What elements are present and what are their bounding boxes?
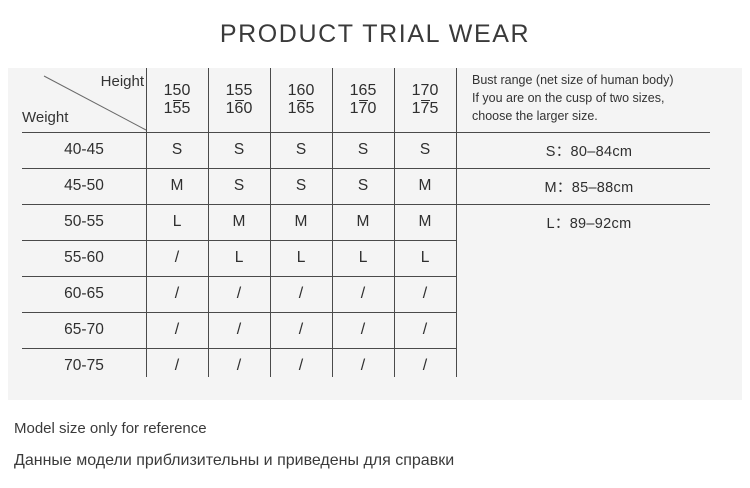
- height-range-from: 160: [287, 82, 315, 99]
- diagonal-divider-icon: [43, 75, 146, 131]
- size-cell: /: [298, 321, 304, 338]
- size-cell: /: [360, 321, 366, 338]
- page-title: PRODUCT TRIAL WEAR: [219, 20, 531, 48]
- size-cell: M: [232, 213, 246, 230]
- size-cell: /: [360, 357, 366, 374]
- height-range-to: 175: [411, 100, 439, 117]
- size-cell: L: [172, 213, 182, 230]
- header-corner-cell: Height Weight: [22, 68, 146, 132]
- row-divider: [22, 168, 456, 169]
- row-divider: [22, 348, 456, 349]
- header-height-range-2: 155 160: [208, 68, 270, 132]
- height-range-to: 170: [349, 100, 377, 117]
- size-chart-grid: Height Weight Bust range (net size of hu…: [8, 68, 742, 400]
- header-height-range-5: 170 175: [394, 68, 456, 132]
- size-cell: S: [171, 141, 183, 158]
- header-weight-label: Weight: [22, 109, 69, 126]
- size-cell: M: [418, 213, 432, 230]
- size-cell: S: [357, 141, 369, 158]
- size-cell: L: [234, 249, 244, 266]
- size-cell: /: [422, 357, 428, 374]
- size-cell: M: [170, 177, 184, 194]
- height-range-dash: [296, 100, 306, 101]
- size-cell: /: [174, 285, 180, 302]
- bust-range-value-2: M：85–88cm: [544, 179, 634, 196]
- row-divider: [22, 204, 456, 205]
- size-cell: /: [360, 285, 366, 302]
- size-cell: M: [356, 213, 370, 230]
- size-cell: S: [419, 141, 431, 158]
- bust-range-value-1: S：80–84cm: [545, 143, 633, 160]
- size-cell: /: [174, 321, 180, 338]
- bust-row-divider: [456, 204, 710, 205]
- row-divider: [22, 240, 456, 241]
- height-range-from: 150: [163, 82, 191, 99]
- column-divider: [208, 68, 209, 377]
- column-divider: [332, 68, 333, 377]
- height-range-dash: [172, 100, 182, 101]
- size-cell: S: [233, 177, 245, 194]
- bust-header-line-2: If you are on the cusp of two sizes,: [472, 90, 665, 105]
- height-range-dash: [420, 100, 430, 101]
- size-cell: /: [298, 357, 304, 374]
- size-cell: S: [233, 141, 245, 158]
- height-range-from: 155: [225, 82, 253, 99]
- header-height-range-4: 165 170: [332, 68, 394, 132]
- size-cell: /: [236, 357, 242, 374]
- size-cell: /: [422, 321, 428, 338]
- header-height-label: Height: [100, 73, 144, 90]
- row-divider: [22, 276, 456, 277]
- row-weight-label: 65-70: [64, 321, 104, 338]
- size-chart-table: Height Weight Bust range (net size of hu…: [8, 68, 742, 400]
- row-weight-label: 45-50: [64, 177, 104, 194]
- column-divider: [270, 68, 271, 377]
- row-divider: [22, 312, 456, 313]
- size-cell: /: [236, 321, 242, 338]
- size-cell: M: [294, 213, 308, 230]
- size-cell: /: [174, 249, 180, 266]
- row-weight-label: 50-55: [64, 213, 104, 230]
- size-cell: S: [357, 177, 369, 194]
- header-height-range-3: 160 165: [270, 68, 332, 132]
- column-divider: [146, 68, 147, 377]
- bust-header-line-3: choose the larger size.: [472, 108, 598, 123]
- height-range-from: 165: [349, 82, 377, 99]
- column-divider: [394, 68, 395, 377]
- row-weight-label: 55-60: [64, 249, 104, 266]
- height-range-to: 165: [287, 100, 315, 117]
- height-range-from: 170: [411, 82, 439, 99]
- header-height-range-1: 150 155: [146, 68, 208, 132]
- height-range-to: 155: [163, 100, 191, 117]
- size-cell: L: [420, 249, 430, 266]
- height-range-to: 160: [225, 100, 253, 117]
- row-weight-label: 60-65: [64, 285, 104, 302]
- row-divider: [22, 132, 456, 133]
- size-cell: /: [174, 357, 180, 374]
- row-weight-label: 40-45: [64, 141, 104, 158]
- size-cell: /: [236, 285, 242, 302]
- footer-note-russian: Данные модели приблизительны и приведены…: [14, 452, 455, 469]
- size-cell: S: [295, 177, 307, 194]
- size-cell: M: [418, 177, 432, 194]
- size-cell: L: [358, 249, 368, 266]
- height-range-dash: [358, 100, 368, 101]
- size-cell: /: [422, 285, 428, 302]
- column-divider: [456, 68, 457, 377]
- bust-row-divider: [456, 168, 710, 169]
- size-cell: /: [298, 285, 304, 302]
- row-weight-label: 70-75: [64, 357, 104, 374]
- bust-range-value-3: L：89–92cm: [546, 215, 632, 232]
- size-cell: S: [295, 141, 307, 158]
- size-cell: L: [296, 249, 306, 266]
- bust-range-header: Bust range (net size of human body) If y…: [472, 72, 734, 125]
- footer-note-english: Model size only for reference: [14, 420, 207, 437]
- bust-row-divider: [456, 132, 710, 133]
- height-range-dash: [234, 100, 244, 101]
- bust-header-line-1: Bust range (net size of human body): [472, 73, 674, 87]
